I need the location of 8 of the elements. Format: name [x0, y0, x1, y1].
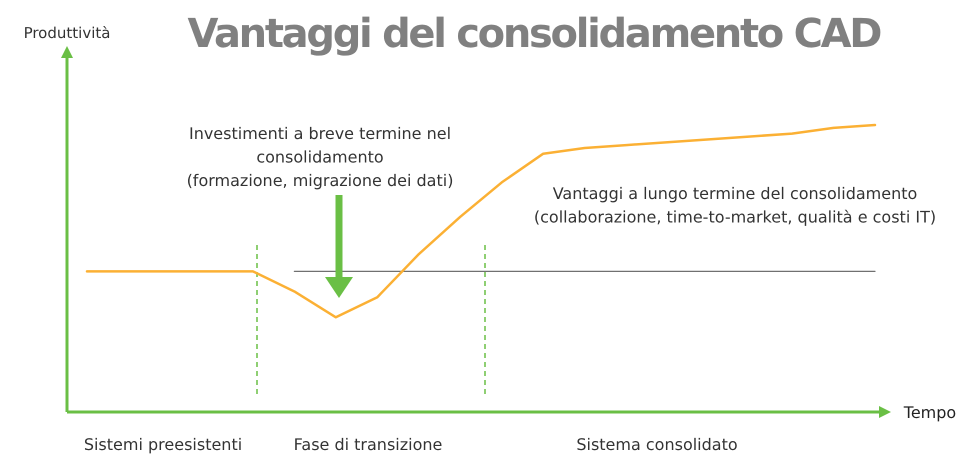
x-axis-title: Tempo — [902, 403, 956, 422]
annotation: Vantaggi a lungo termine del consolidamento (collaborazione, time-to-market, qualità e costi IT) — [534, 184, 936, 226]
text: Sistema consolidato — [576, 435, 738, 454]
text: Produttività — [24, 24, 110, 42]
annotation: Investimenti a breve termine nel consolidamento (formazione, migrazione dei dati) — [186, 124, 454, 190]
chart-title: Vantaggi del consolidamento CAD — [188, 11, 882, 57]
text: Sistemi preesistenti — [84, 435, 242, 454]
text: Fase di transizione — [294, 435, 442, 454]
